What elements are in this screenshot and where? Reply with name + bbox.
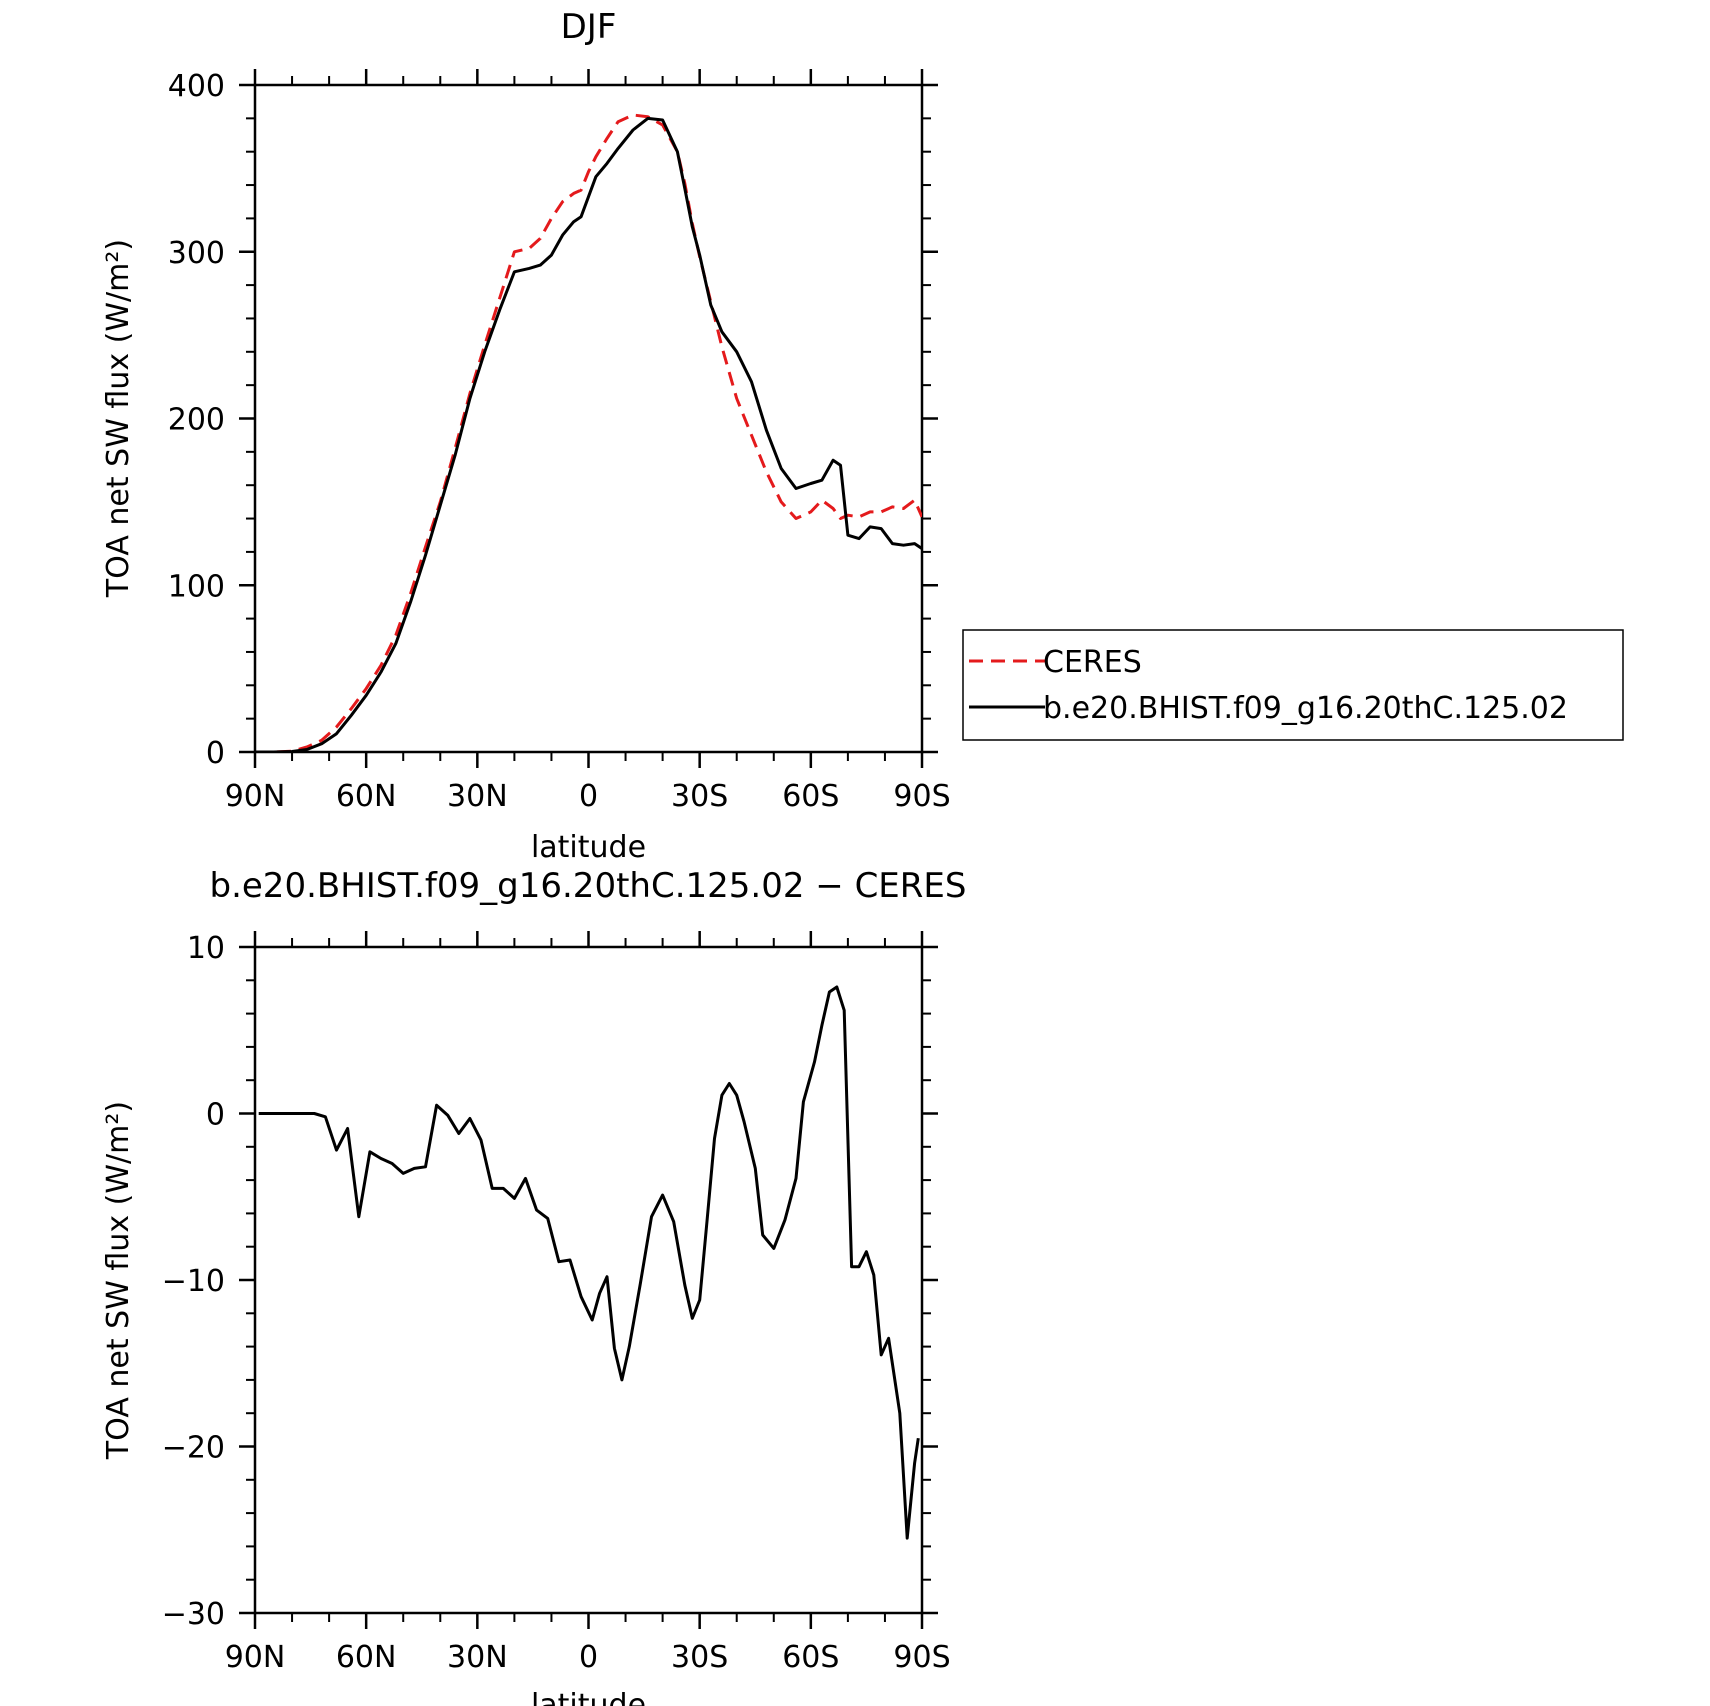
y-tick-label: 0 — [206, 1098, 225, 1133]
y-tick-label: −20 — [162, 1431, 225, 1466]
legend-label: CERES — [1043, 645, 1142, 680]
chart-title: DJF — [561, 7, 617, 47]
x-tick-label: 60S — [782, 1640, 839, 1675]
y-tick-label: 100 — [168, 569, 225, 604]
y-tick-label: −30 — [162, 1597, 225, 1632]
series-line-b-e20-bhist-f09-g16-20thc-125-02 — [255, 116, 922, 752]
x-tick-label: 0 — [579, 1640, 598, 1675]
x-tick-label: 0 — [579, 779, 598, 814]
x-tick-label: 90S — [893, 1640, 950, 1675]
y-tick-label: 0 — [206, 736, 225, 771]
y-tick-label: 300 — [168, 236, 225, 271]
y-axis-label: TOA net SW flux (W/m²) — [101, 1101, 136, 1460]
y-tick-label: 200 — [168, 403, 225, 438]
chart-title: b.e20.BHIST.f09_g16.20thC.125.02 − CERES — [210, 866, 967, 906]
x-axis-label: latitude — [531, 1688, 646, 1706]
x-tick-label: 30S — [671, 779, 728, 814]
x-tick-label: 30N — [447, 779, 508, 814]
plot-frame — [253, 83, 924, 754]
x-tick-label: 30S — [671, 1640, 728, 1675]
legend-box — [962, 629, 1624, 741]
x-tick-label: 90N — [225, 779, 286, 814]
x-tick-label: 90S — [893, 779, 950, 814]
x-axis-label: latitude — [531, 830, 646, 865]
y-tick-label: −10 — [162, 1264, 225, 1299]
plot-frame — [253, 945, 924, 1615]
x-tick-label: 60S — [782, 779, 839, 814]
legend-label: b.e20.BHIST.f09_g16.20thC.125.02 — [1043, 691, 1568, 726]
y-tick-label: 400 — [168, 69, 225, 104]
series-line-difference — [258, 985, 920, 1540]
series-line-ceres — [255, 113, 922, 752]
x-tick-label: 60N — [336, 1640, 397, 1675]
y-axis-label: TOA net SW flux (W/m²) — [101, 239, 136, 598]
x-tick-label: 30N — [447, 1640, 508, 1675]
x-tick-label: 90N — [225, 1640, 286, 1675]
x-tick-label: 60N — [336, 779, 397, 814]
y-tick-label: 10 — [187, 931, 225, 966]
top-panel-djf: 90N 60N 30N 0 30S 60S 90S 0 100 200 300 400 DJF latit… — [101, 7, 951, 865]
legend: CERES b.e20.BHIST.f09_g16.20thC.125.02 — [962, 629, 1624, 741]
bottom-panel-difference: 90N 60N 30N 0 30S 60S 90S −30 −20 −10 0 10 b.e20.BHI… — [101, 866, 966, 1706]
